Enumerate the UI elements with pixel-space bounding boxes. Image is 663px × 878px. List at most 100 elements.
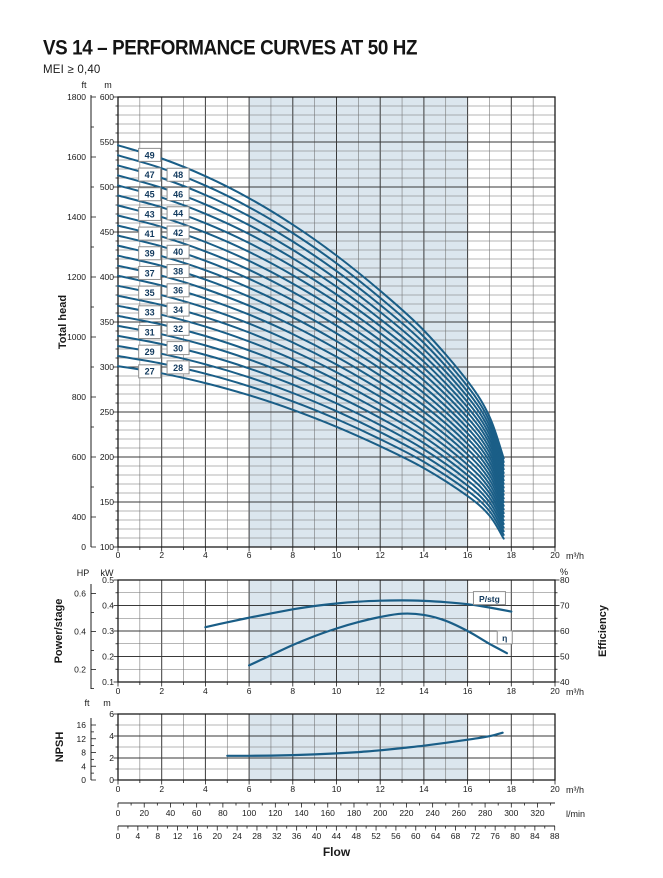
pct-unit-label: % bbox=[560, 567, 568, 577]
gpm-label: 72 bbox=[471, 831, 481, 841]
kw-unit-label: kW bbox=[101, 568, 115, 578]
stage-label-45: 45 bbox=[138, 187, 162, 202]
stage-label-29: 29 bbox=[138, 344, 162, 359]
stage-label-text: 37 bbox=[145, 268, 155, 278]
stage-label-37: 37 bbox=[138, 265, 162, 280]
x-unit-label: m³/h bbox=[566, 687, 584, 697]
head-curve-stage-45 bbox=[117, 184, 505, 474]
stage-label-38: 38 bbox=[166, 264, 190, 279]
npsh-chart: 0 2 4 6 0 4 8 12 16 ft m NPSH bbox=[54, 698, 556, 785]
x-tick-label: 2 bbox=[159, 550, 164, 560]
head-curve-stage-41 bbox=[117, 224, 505, 489]
head-curve-stage-27 bbox=[117, 365, 505, 540]
stage-label-48: 48 bbox=[166, 167, 190, 182]
m-axis-label: 6 bbox=[109, 709, 114, 719]
ft-axis-label: 8 bbox=[81, 748, 86, 758]
head-curve-stage-44 bbox=[117, 194, 505, 478]
curve-label-text: η bbox=[502, 633, 507, 643]
stage-label-text: 48 bbox=[173, 170, 183, 180]
stage-label-text: 46 bbox=[173, 189, 183, 199]
flow-axis-title: Flow bbox=[323, 845, 351, 859]
head-curve-stage-35 bbox=[117, 284, 505, 511]
flow-m3h-label: 12 bbox=[375, 784, 385, 794]
flow-m3h-label: 4 bbox=[203, 784, 208, 794]
total-head-axis-title: Total head bbox=[57, 295, 69, 349]
stage-label-text: 33 bbox=[145, 308, 155, 318]
gpm-label: 84 bbox=[530, 831, 540, 841]
m-axis-label: 100 bbox=[100, 542, 114, 552]
stage-label-text: 36 bbox=[173, 286, 183, 296]
flow-m3h-unit: m³/h bbox=[566, 785, 584, 795]
stage-label-text: 27 bbox=[145, 367, 155, 377]
kw-axis-label: 0.1 bbox=[102, 677, 114, 687]
stage-label-text: 28 bbox=[173, 363, 183, 373]
m-unit-label: m bbox=[104, 80, 112, 90]
kw-axis-label: 0.5 bbox=[102, 575, 114, 585]
gpm-label: 60 bbox=[411, 831, 421, 841]
stage-label-box bbox=[138, 305, 162, 320]
lmin-label: 240 bbox=[426, 808, 440, 818]
gpm-label: 88 bbox=[550, 831, 560, 841]
head-curve-stage-48 bbox=[117, 154, 505, 463]
head-curve-stage-31 bbox=[117, 324, 505, 525]
stage-label-text: 43 bbox=[145, 209, 155, 219]
stage-label-text: 29 bbox=[145, 347, 155, 357]
gpm-label: 32 bbox=[272, 831, 282, 841]
kw-axis-label: 0.3 bbox=[102, 626, 114, 636]
m-axis-label: 150 bbox=[100, 497, 114, 507]
gpm-label: 52 bbox=[371, 831, 381, 841]
x-tick-label: 10 bbox=[332, 686, 342, 696]
m-axis-label: 200 bbox=[100, 452, 114, 462]
ft-axis-label: 4 bbox=[81, 761, 86, 771]
stage-label-box bbox=[166, 206, 190, 221]
stage-label-28: 28 bbox=[166, 360, 190, 375]
ft-axis-label: 400 bbox=[72, 512, 86, 522]
head-curve-stage-37 bbox=[117, 264, 505, 504]
gpm-label: 12 bbox=[173, 831, 183, 841]
lmin-label: 120 bbox=[268, 808, 282, 818]
stage-label-box bbox=[166, 360, 190, 375]
ft-axis-label: 12 bbox=[77, 734, 87, 744]
stage-label-text: 49 bbox=[145, 150, 155, 160]
curve-label-eta: η bbox=[496, 630, 513, 645]
m-axis-label: 0 bbox=[109, 775, 114, 785]
stage-curves bbox=[117, 144, 505, 540]
stage-label-box bbox=[138, 226, 162, 241]
power-curve bbox=[204, 599, 513, 629]
stage-label-34: 34 bbox=[166, 302, 190, 317]
x-tick-label: 20 bbox=[550, 686, 560, 696]
stage-label-text: 45 bbox=[145, 190, 155, 200]
stage-label-36: 36 bbox=[166, 283, 190, 298]
stage-label-box bbox=[166, 244, 190, 259]
stage-label-text: 32 bbox=[173, 324, 183, 334]
m-axis-label: 2 bbox=[109, 753, 114, 763]
m-axis-label: 4 bbox=[109, 731, 114, 741]
lmin-label: 220 bbox=[399, 808, 413, 818]
stage-label-text: 35 bbox=[145, 288, 155, 298]
ft-axis-label: 1200 bbox=[67, 272, 86, 282]
lmin-label: 0 bbox=[116, 808, 121, 818]
stage-label-text: 42 bbox=[173, 228, 183, 238]
power-efficiency-chart: 0 2 4 6 8 10 12 14 16 18 20 0.5 0.4 0.3 0.2 0.1 80 70 60 50… bbox=[53, 567, 609, 697]
x-tick-label: 14 bbox=[419, 550, 429, 560]
stage-label-32: 32 bbox=[166, 321, 190, 336]
gpm-label: 36 bbox=[292, 831, 302, 841]
page-title: VS 14 – PERFORMANCE CURVES AT 50 HZ bbox=[43, 36, 418, 60]
ft-axis-label: 0 bbox=[81, 775, 86, 785]
x-tick-label: 8 bbox=[290, 550, 295, 560]
gpm-label: 44 bbox=[332, 831, 342, 841]
x-tick-label: 12 bbox=[375, 686, 385, 696]
stage-label-42: 42 bbox=[166, 225, 190, 240]
stage-label-text: 47 bbox=[145, 170, 155, 180]
stage-label-box bbox=[138, 167, 162, 182]
stage-label-box bbox=[138, 324, 162, 339]
m-axis-label: 550 bbox=[100, 137, 114, 147]
ft-axis-label: 1400 bbox=[67, 212, 86, 222]
x-tick-label: 18 bbox=[507, 550, 517, 560]
m-unit-label: m bbox=[103, 698, 111, 708]
pct-axis-label: 40 bbox=[560, 677, 570, 687]
head-curve-stage-40 bbox=[117, 234, 505, 493]
ft-axis-label: 800 bbox=[72, 392, 86, 402]
